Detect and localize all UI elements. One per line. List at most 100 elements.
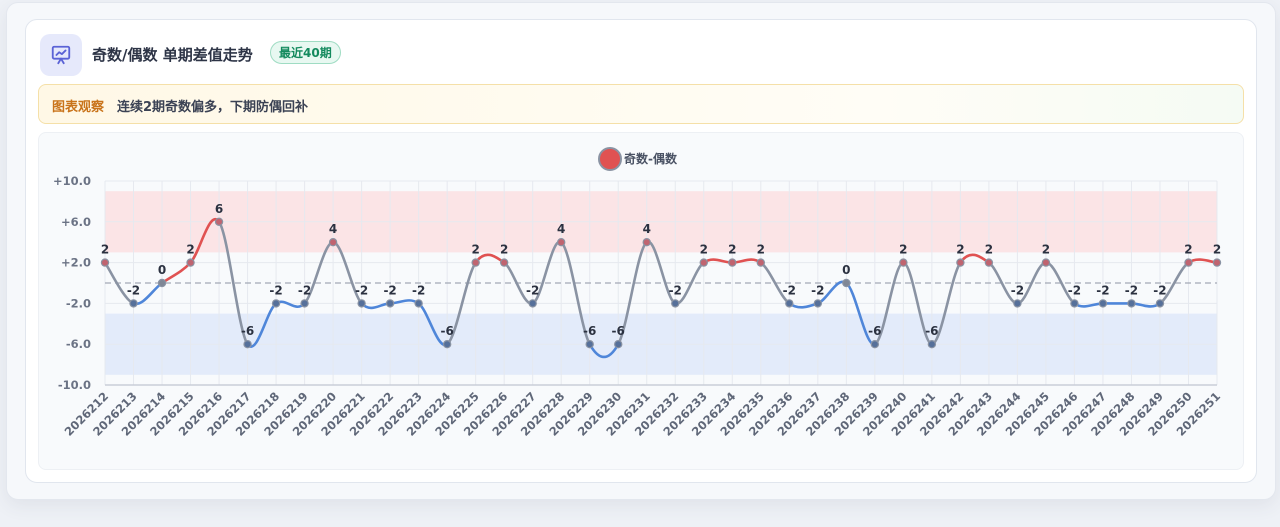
data-label: 2 <box>1042 243 1050 257</box>
data-point <box>1155 299 1165 308</box>
data-label: -6 <box>868 324 881 338</box>
data-label: 2 <box>500 243 508 257</box>
insight-banner: 图表观察 连续2期奇数偏多，下期防偶回补 <box>38 84 1244 124</box>
data-point <box>129 299 138 308</box>
data-label: 2 <box>186 243 194 257</box>
data-point <box>186 258 195 267</box>
data-label: 2 <box>471 243 479 257</box>
series-line-segment <box>360 302 392 310</box>
data-point <box>357 299 366 308</box>
insight-text: 连续2期奇数偏多，下期防偶回补 <box>117 100 309 115</box>
chart-panel: +10.0 +6.0 +2.0 -2.0 -6.0 -10.0 2026212 2026213… <box>38 132 1244 470</box>
data-label: -6 <box>583 324 596 338</box>
outer-panel: 奇数/偶数 单期差值走势 最近40期 图表观察 连续2期奇数偏多，下期防偶回补 … <box>6 2 1276 500</box>
legend-swatch <box>598 147 622 171</box>
data-label: 2 <box>728 243 736 257</box>
data-point <box>614 339 623 349</box>
data-point <box>471 258 480 267</box>
y-tick-label: +10.0 <box>53 174 91 188</box>
series-line-segment <box>274 300 306 309</box>
data-label: 4 <box>643 222 651 236</box>
data-label: -2 <box>783 283 796 297</box>
data-point <box>671 299 680 308</box>
data-point <box>557 237 566 247</box>
data-label: -2 <box>412 283 425 297</box>
data-point <box>328 237 338 247</box>
data-label: -6 <box>241 324 254 338</box>
data-point <box>956 258 965 267</box>
data-point <box>699 258 708 267</box>
data-label: -2 <box>811 283 824 297</box>
series-line-segment <box>445 261 477 346</box>
data-point <box>100 258 110 267</box>
series-line-segment <box>788 302 820 309</box>
data-label: -2 <box>127 283 140 297</box>
data-point <box>528 299 537 308</box>
data-label: 2 <box>985 243 993 257</box>
line-chart: +10.0+6.0+2.0-2.0-6.0-10.020262122026213… <box>53 147 1223 439</box>
data-label: 2 <box>101 243 109 257</box>
series-line-segment <box>217 220 249 346</box>
period-badge: 最近40期 <box>270 41 341 64</box>
data-label: 2 <box>1213 243 1221 257</box>
presentation-chart-icon <box>40 34 82 76</box>
data-point <box>1212 258 1222 267</box>
data-label: -2 <box>298 283 311 297</box>
data-point <box>756 258 765 267</box>
data-point <box>870 339 880 349</box>
data-label: -2 <box>1125 283 1138 297</box>
data-label: 2 <box>757 243 765 257</box>
data-point <box>1013 299 1022 308</box>
data-point <box>442 339 452 349</box>
data-label: -2 <box>669 283 682 297</box>
data-point <box>728 258 737 267</box>
data-label: 2 <box>1184 243 1192 257</box>
data-point <box>585 339 594 349</box>
insight-label: 图表观察 <box>52 100 105 115</box>
data-label: -2 <box>269 283 282 297</box>
data-label: -2 <box>355 283 368 297</box>
series-line-segment <box>559 240 592 346</box>
legend-label: 奇数-偶数 <box>624 151 678 166</box>
data-label: -2 <box>1096 283 1109 297</box>
data-label: -2 <box>383 283 396 297</box>
data-label: 0 <box>158 263 166 277</box>
data-point <box>899 258 908 267</box>
data-point <box>300 299 309 308</box>
data-label: 2 <box>899 243 907 257</box>
data-label: -2 <box>526 283 539 297</box>
data-point <box>842 278 851 288</box>
y-tick-label: -2.0 <box>66 296 91 310</box>
chart-card: 奇数/偶数 单期差值走势 最近40期 图表观察 连续2期奇数偏多，下期防偶回补 … <box>25 19 1257 483</box>
data-point <box>1041 258 1051 267</box>
y-tick-label: +6.0 <box>61 215 91 229</box>
data-point <box>1127 299 1136 308</box>
data-label: 2 <box>700 243 708 257</box>
data-point <box>813 299 823 308</box>
series-line-segment <box>588 342 620 359</box>
data-point <box>1098 299 1108 308</box>
data-point <box>243 339 252 349</box>
data-label: -2 <box>1011 283 1024 297</box>
data-point <box>642 237 651 247</box>
data-point <box>499 258 509 267</box>
chart-title: 奇数/偶数 单期差值走势 <box>92 46 253 64</box>
data-point <box>414 299 423 308</box>
data-point <box>1184 258 1193 267</box>
data-label: -6 <box>925 324 938 338</box>
data-point <box>785 299 794 308</box>
series-line-segment <box>616 240 649 346</box>
data-label: -6 <box>612 324 625 338</box>
data-point <box>157 278 167 288</box>
data-label: 6 <box>215 202 223 216</box>
data-point <box>927 339 937 349</box>
data-label: 4 <box>557 222 565 236</box>
series-line-segment <box>160 261 192 285</box>
data-label: 0 <box>842 263 850 277</box>
data-point <box>984 258 994 267</box>
data-label: -2 <box>1068 283 1081 297</box>
y-tick-label: +2.0 <box>61 256 91 270</box>
data-label: 4 <box>329 222 337 236</box>
y-tick-label: -6.0 <box>66 337 91 351</box>
data-point <box>385 299 395 308</box>
